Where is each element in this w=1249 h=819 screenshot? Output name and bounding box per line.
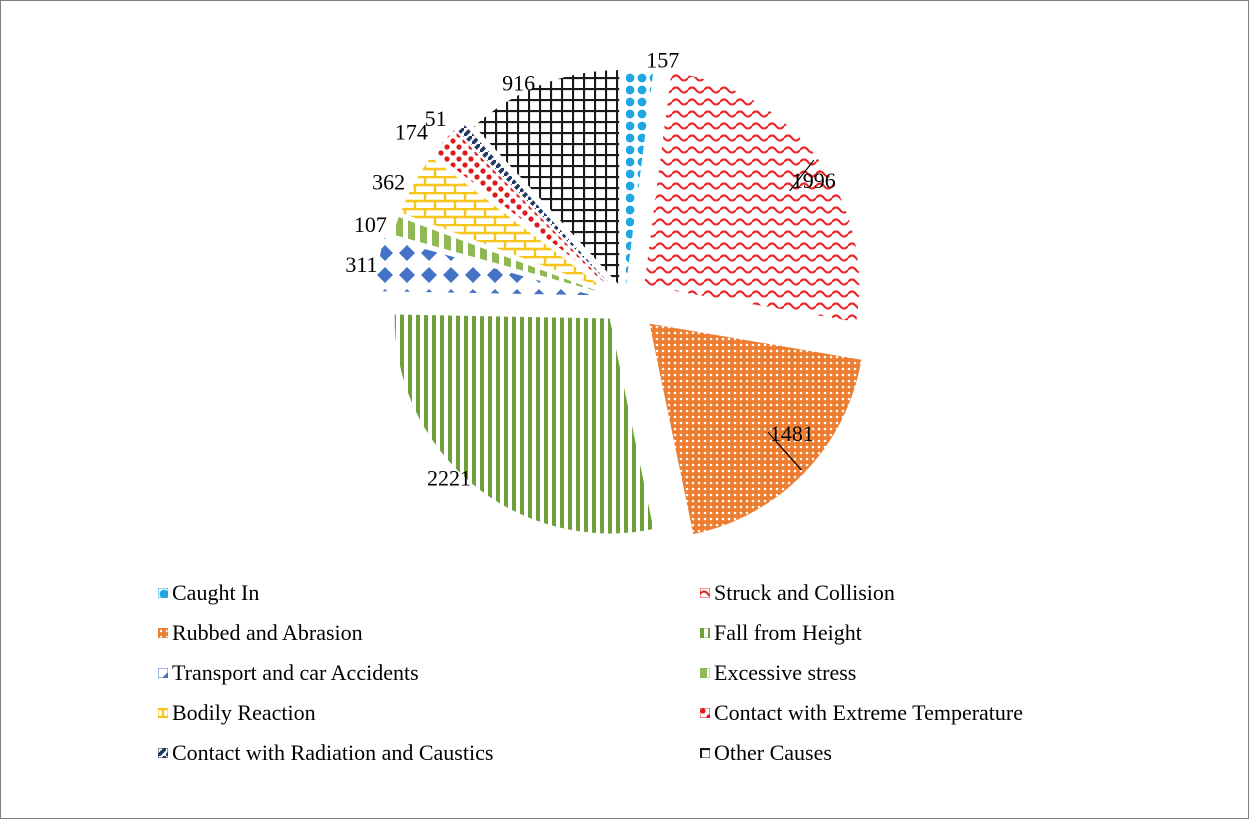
data-label-fall-from-height: 2221 (427, 466, 471, 491)
data-label-transport-and-car-accidents: 311 (345, 252, 377, 277)
legend-swatch-struck-and-collision (700, 588, 710, 598)
legend-swatch-fall-from-height (700, 628, 710, 638)
data-label-contact-with-radiation-and-caustics: 51 (425, 106, 447, 131)
slice-transport-and-car-accidents (376, 237, 592, 296)
data-label-bodily-reaction: 362 (372, 169, 405, 194)
legend-label-transport-and-car-accidents: Transport and car Accidents (172, 660, 419, 685)
legend-swatch-excessive-stress (700, 668, 710, 678)
slice-contact-with-radiation-and-caustics (458, 125, 610, 285)
data-label-rubbed-and-abrasion: 1481 (770, 421, 814, 446)
legend-label-struck-and-collision: Struck and Collision (714, 580, 895, 605)
pie-slices (376, 70, 862, 535)
legend-label-other-causes: Other Causes (714, 740, 832, 765)
legend-label-excessive-stress: Excessive stress (714, 660, 857, 685)
slice-excessive-stress (393, 216, 601, 292)
legend-swatch-caught-in (158, 588, 168, 598)
legend-swatch-rubbed-and-abrasion (158, 628, 168, 638)
leader-line-struck-and-collision (789, 159, 815, 192)
leader-lines (767, 159, 815, 471)
legend-label-caught-in: Caught In (172, 580, 260, 605)
legend-swatch-other-causes (700, 748, 710, 758)
leader-line-rubbed-and-abrasion (767, 431, 802, 471)
data-label-excessive-stress: 107 (354, 212, 387, 237)
slice-struck-and-collision (644, 72, 860, 322)
legend-label-rubbed-and-abrasion: Rubbed and Abrasion (172, 620, 363, 645)
data-label-contact-with-extreme-temperature: 174 (395, 120, 428, 145)
slice-other-causes (474, 70, 620, 286)
slice-contact-with-extreme-temperature (434, 130, 606, 283)
legend-label-bodily-reaction: Bodily Reaction (172, 700, 316, 725)
legend-label-contact-with-extreme-temperature: Contact with Extreme Temperature (714, 700, 1023, 725)
legend-swatch-contact-with-radiation-and-caustics (158, 748, 168, 758)
data-label-struck-and-collision: 1996 (792, 168, 836, 193)
slice-fall-from-height (394, 314, 654, 534)
slice-bodily-reaction (400, 157, 603, 288)
data-label-caught-in: 157 (646, 47, 679, 72)
legend-label-fall-from-height: Fall from Height (714, 620, 862, 645)
legend-swatch-bodily-reaction (158, 708, 168, 718)
legend-swatch-contact-with-extreme-temperature (700, 708, 710, 718)
slice-rubbed-and-abrasion (649, 323, 862, 535)
data-label-other-causes: 916 (502, 71, 535, 96)
slice-caught-in (625, 71, 654, 287)
legend-label-contact-with-radiation-and-caustics: Contact with Radiation and Caustics (172, 740, 494, 765)
legend-swatch-transport-and-car-accidents (158, 668, 168, 678)
